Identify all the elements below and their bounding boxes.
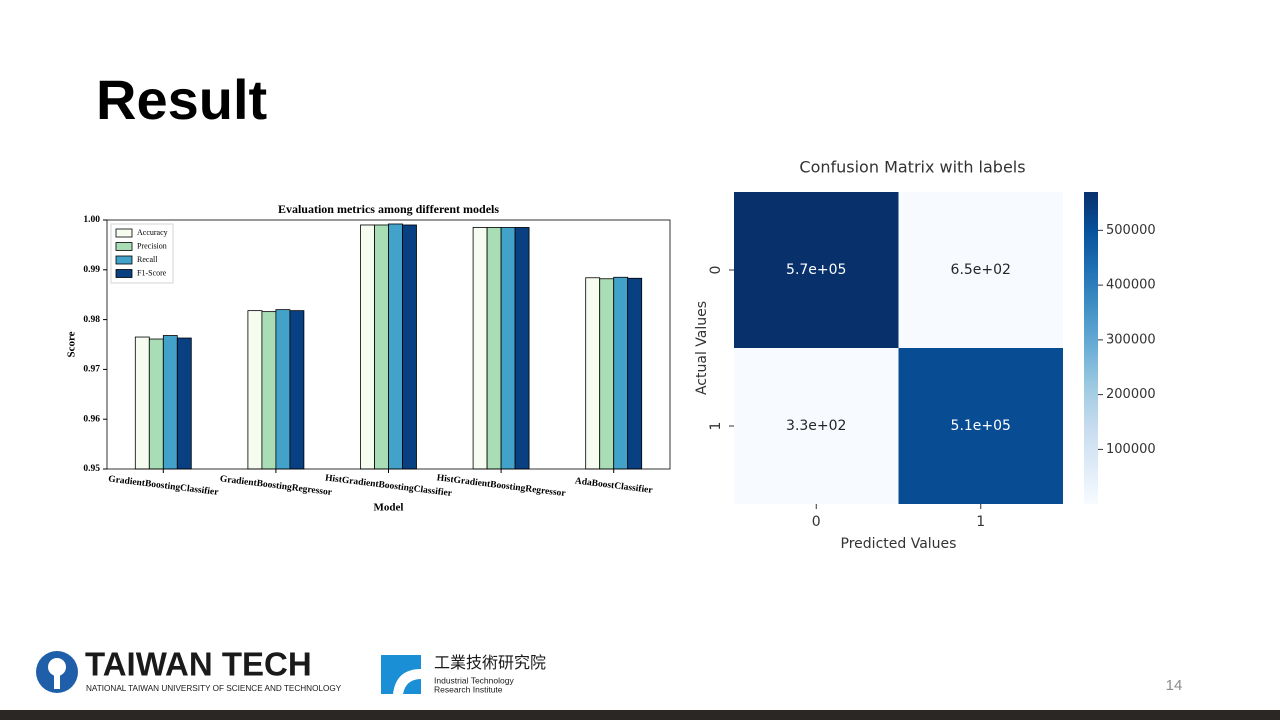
legend-swatch xyxy=(115,255,133,265)
bar xyxy=(613,276,629,470)
bar xyxy=(472,227,488,470)
footer-bar xyxy=(0,710,1280,720)
chart-title: Evaluation metrics among different model… xyxy=(278,202,499,216)
cell-label: 6.5e+02 xyxy=(951,262,1011,278)
legend-label: Accuracy xyxy=(137,228,168,237)
heatmap-cell xyxy=(734,348,899,504)
x-axis-label: Model xyxy=(374,502,404,514)
legend-label: Recall xyxy=(137,255,158,264)
legend-swatch xyxy=(115,228,133,238)
heatmap-cell xyxy=(734,192,899,348)
colorbar xyxy=(1084,192,1098,504)
colorbar-tick-label: 100000 xyxy=(1106,442,1156,457)
bar xyxy=(247,310,263,470)
bar xyxy=(585,277,601,470)
y-tick-label: 0.95 xyxy=(83,464,100,474)
bar xyxy=(486,227,502,470)
bar xyxy=(275,309,291,470)
colorbar-tick-label: 400000 xyxy=(1106,278,1156,293)
y-tick-label: 1 xyxy=(708,422,724,431)
legend-label: F1-Score xyxy=(137,268,167,277)
x-tick-label: 0 xyxy=(812,514,821,530)
cell-label: 5.1e+05 xyxy=(951,418,1011,434)
y-tick-label: 1.00 xyxy=(83,215,100,225)
bar xyxy=(289,310,305,470)
logo-icon xyxy=(54,672,60,689)
bar xyxy=(402,224,417,470)
bar xyxy=(388,223,403,470)
y-axis-label: Actual Values xyxy=(694,301,710,395)
taiwan-tech-logo: TAIWAN TECH NATIONAL TAIWAN UNIVERSITY O… xyxy=(36,646,342,693)
bar xyxy=(148,338,164,470)
bar xyxy=(162,335,178,470)
y-tick-label: 0.99 xyxy=(83,265,100,275)
logo-name: 工業技術研究院 xyxy=(434,654,546,672)
y-tick-label: 0.97 xyxy=(83,365,100,375)
cell-label: 5.7e+05 xyxy=(786,262,846,278)
y-tick-label: 0 xyxy=(708,266,724,275)
bar xyxy=(599,278,615,470)
chart-title: Confusion Matrix with labels xyxy=(799,158,1025,177)
logo-icon xyxy=(393,669,421,694)
bar xyxy=(261,311,277,470)
logo-line: Industrial Technology xyxy=(434,675,514,685)
itri-logo: 工業技術研究院 Industrial Technology Research I… xyxy=(381,654,546,694)
y-axis-label: Score xyxy=(66,331,78,357)
page-number: 14 xyxy=(1166,677,1183,694)
bar xyxy=(360,224,375,470)
legend-swatch xyxy=(115,269,133,278)
legend-swatch xyxy=(115,242,133,251)
bar xyxy=(627,277,643,470)
logo-subtitle: NATIONAL TAIWAN UNIVERSITY OF SCIENCE AN… xyxy=(86,684,342,693)
heatmap-cell xyxy=(898,348,1063,504)
slide-title: Result xyxy=(96,68,267,131)
bar xyxy=(514,227,530,470)
y-tick-label: 0.98 xyxy=(83,315,100,325)
bar xyxy=(500,227,516,470)
colorbar-tick-label: 500000 xyxy=(1106,223,1156,238)
colorbar-tick-label: 300000 xyxy=(1106,332,1156,347)
cell-label: 3.3e+02 xyxy=(786,418,846,434)
x-axis-label: Predicted Values xyxy=(841,536,957,552)
x-tick-label: 1 xyxy=(976,514,985,530)
bar xyxy=(176,337,192,470)
logo-line: Research Institute xyxy=(434,684,503,694)
heatmap-cell xyxy=(898,192,1063,348)
legend-label: Precision xyxy=(137,241,167,250)
logo-icon xyxy=(48,658,66,676)
bar xyxy=(374,224,389,470)
logo-name: TAIWAN TECH xyxy=(85,646,312,683)
bar xyxy=(134,336,150,470)
y-tick-label: 0.96 xyxy=(83,414,100,424)
plot-frame xyxy=(106,219,671,470)
colorbar-tick-label: 200000 xyxy=(1106,387,1156,402)
